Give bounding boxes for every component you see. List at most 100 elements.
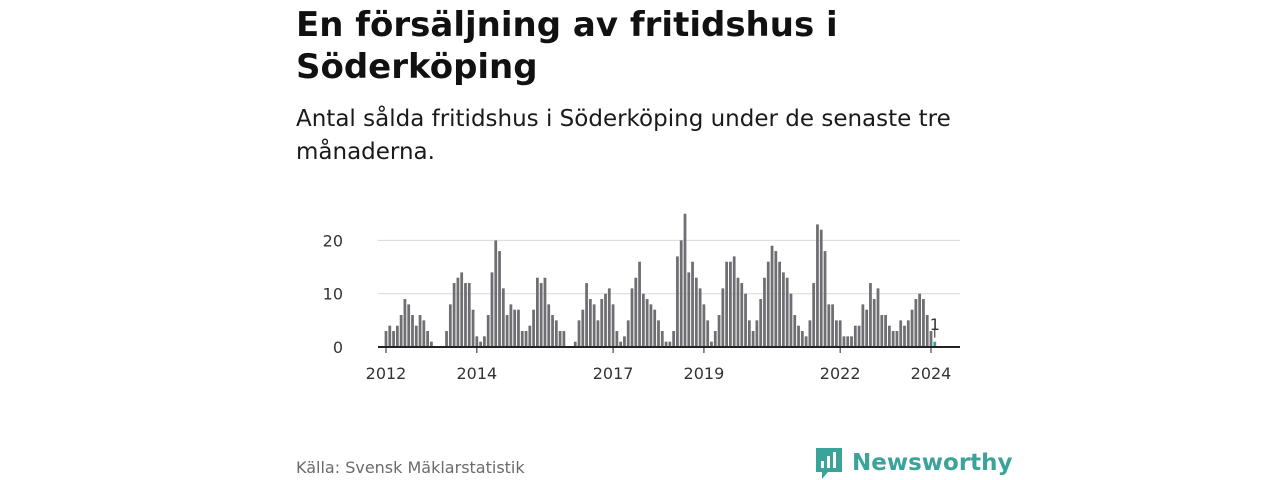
y-tick-label: 20: [323, 231, 343, 250]
bar: [834, 320, 838, 347]
bar: [876, 288, 880, 347]
bar: [903, 325, 906, 347]
bar: [706, 320, 710, 347]
bar: [782, 272, 785, 347]
bar: [759, 299, 763, 347]
bar: [532, 309, 535, 347]
bar: [850, 336, 853, 347]
bar: [520, 331, 524, 347]
bar: [800, 331, 804, 347]
bar: [729, 261, 732, 347]
bar: [713, 331, 717, 347]
bar: [770, 245, 774, 347]
chart-title: En försäljning av fritidshus i Söderköpi…: [296, 5, 838, 87]
bar: [929, 331, 933, 347]
bar: [823, 251, 827, 347]
bar: [812, 283, 816, 347]
bar: [558, 331, 562, 347]
bar: [407, 304, 411, 347]
bar: [649, 304, 653, 347]
bar: [755, 320, 759, 347]
chart-bars: [384, 213, 937, 347]
bar: [698, 288, 702, 347]
bar: [483, 336, 486, 347]
x-axis-ticks: 2012 2014 2017 2019 2022 2024: [366, 347, 951, 383]
chart-gridlines: [378, 239, 960, 295]
bar: [747, 320, 751, 347]
bar: [922, 299, 925, 347]
bar: [664, 341, 668, 347]
bar: [789, 293, 793, 347]
bar: [819, 229, 823, 347]
bar: [804, 336, 808, 347]
bar: [422, 320, 426, 347]
bar: [744, 293, 747, 347]
annotation-label: 1: [930, 315, 940, 334]
bar: [831, 304, 834, 347]
bar: [914, 299, 918, 347]
bar: [672, 331, 676, 347]
bar: [857, 325, 861, 347]
bar: [418, 315, 422, 347]
bar: [611, 304, 615, 347]
bar: [430, 341, 433, 347]
bar: [615, 331, 619, 347]
bar: [460, 272, 464, 347]
bar: [505, 315, 509, 347]
bar: [910, 309, 914, 347]
bar: [918, 293, 922, 347]
bar: [456, 277, 460, 347]
bar: [475, 336, 479, 347]
bar: [679, 240, 683, 347]
bar: [869, 283, 872, 347]
x-tick-label: 2019: [684, 364, 725, 383]
bar: [763, 277, 766, 347]
bar: [641, 293, 645, 347]
bar: [774, 251, 778, 347]
bar: [838, 320, 842, 347]
bar: [653, 309, 657, 347]
bar: [494, 240, 498, 347]
bar: [467, 283, 471, 347]
bar: [392, 331, 395, 347]
newsworthy-logo: Newsworthy: [814, 446, 1013, 480]
bar: [464, 283, 467, 347]
bar: [517, 309, 520, 347]
bar: [585, 283, 588, 347]
bar: [596, 320, 600, 347]
bar: [543, 277, 547, 347]
bar: [607, 288, 611, 347]
bar: [887, 325, 891, 347]
bar: [471, 309, 475, 347]
bar: [490, 272, 494, 347]
bar: [524, 331, 528, 347]
bar: [547, 304, 551, 347]
bar: [732, 256, 736, 347]
bar: [895, 331, 899, 347]
bar: [880, 315, 884, 347]
bar: [452, 283, 456, 347]
bar: [645, 299, 649, 347]
bar: [793, 315, 797, 347]
bar: [577, 320, 581, 347]
bar: [554, 320, 558, 347]
bar: [588, 299, 592, 347]
bar: [600, 299, 604, 347]
y-tick-label: 0: [333, 338, 343, 357]
bar: [384, 331, 388, 347]
source-note: Källa: Svensk Mäklarstatistik: [296, 458, 525, 477]
bar: [687, 272, 691, 347]
bar: [676, 256, 679, 347]
bar: [528, 325, 532, 347]
bar: [479, 341, 483, 347]
bar: [513, 309, 517, 347]
bar: [411, 315, 414, 347]
bar: [551, 315, 554, 347]
chart-annotations: 1: [930, 315, 940, 338]
bar: [536, 277, 539, 347]
bar: [721, 288, 725, 347]
x-tick-label: 2022: [820, 364, 861, 383]
bar: [509, 304, 513, 347]
bar: [710, 341, 713, 347]
bar-chart: 0 10 20 2012 2014 2017 2019 2022 2024 1: [323, 213, 960, 383]
